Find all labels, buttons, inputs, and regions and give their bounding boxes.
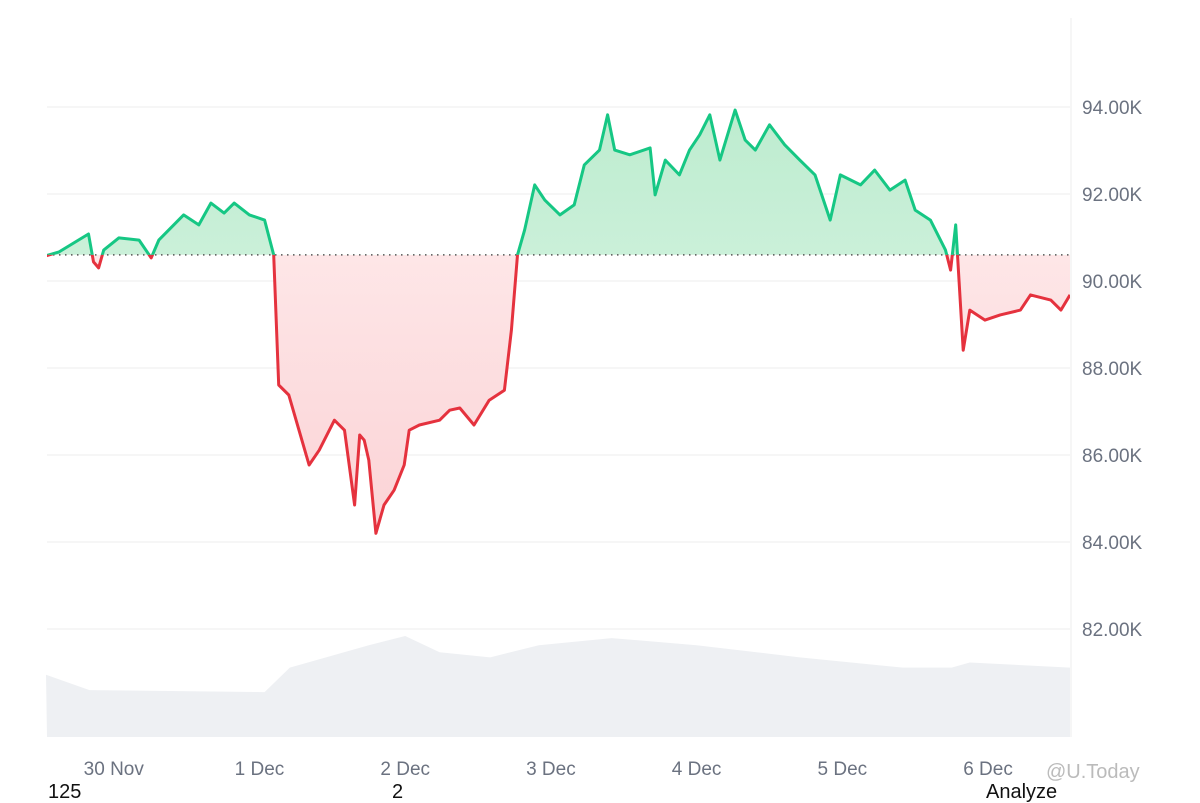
y-tick-label: 82.00K [1082, 620, 1143, 641]
volume-area [46, 636, 1070, 737]
y-tick-label: 92.00K [1082, 185, 1143, 206]
x-tick-label: 6 Dec [963, 759, 1013, 780]
area-above-baseline [49, 110, 958, 255]
watermark: @U.Today [1046, 761, 1140, 783]
y-tick-label: 84.00K [1082, 533, 1143, 554]
area-below-baseline [47, 254, 1070, 534]
price-line-above [47, 108, 959, 255]
x-tick-label: 4 Dec [672, 759, 722, 780]
y-tick-label: 88.00K [1082, 359, 1143, 380]
x-tick-label: 1 Dec [235, 759, 285, 780]
x-tick-label: 3 Dec [526, 759, 576, 780]
y-tick-label: 90.00K [1082, 272, 1143, 293]
price-line-below [47, 254, 1070, 535]
footer-left-text: 125 [48, 781, 82, 803]
analyze-link[interactable]: Analyze [986, 781, 1058, 803]
x-tick-label: 5 Dec [818, 759, 868, 780]
x-tick-label: 30 Nov [84, 759, 145, 780]
y-tick-label: 94.00K [1082, 98, 1143, 119]
grid-lines [47, 106, 1070, 630]
x-tick-label: 2 Dec [380, 759, 430, 780]
y-tick-label: 86.00K [1082, 446, 1143, 467]
footer-middle-text: 2 [392, 781, 404, 803]
